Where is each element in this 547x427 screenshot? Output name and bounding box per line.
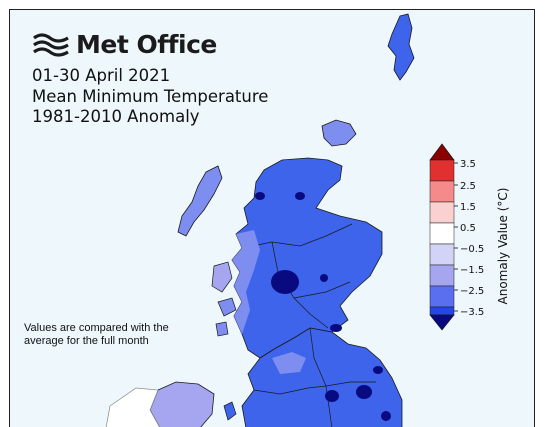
cold-spot-moray — [295, 192, 305, 200]
map-frame: Met Office 01-30 April 2021 Mean Minimum… — [9, 9, 535, 427]
colorbar-bin-minus-1 — [429, 243, 455, 266]
uk-anomaly-map — [105, 13, 415, 427]
anomaly-colorbar: 3.5 2.5 1.5 0.5 −0.5 −1.5 −2.5 −3.5 Anom… — [429, 143, 510, 331]
colorbar-tick-label: −0.5 — [460, 244, 484, 255]
colorbar-tick-label: 2.5 — [460, 181, 476, 192]
cold-spot-cairngorms — [271, 270, 299, 294]
scotland-region-boundary — [241, 223, 353, 249]
cold-spot-highland-north — [255, 192, 265, 200]
cold-spot-yorkshire — [356, 385, 372, 399]
island-of-islay — [215, 321, 229, 337]
cold-spot-north-york-moors — [381, 411, 391, 421]
island-of-mull — [217, 297, 237, 317]
cold-spot-aberdeenshire — [320, 274, 328, 282]
colorbar-min-extension — [429, 314, 455, 331]
colorbar-tick-label: −1.5 — [460, 265, 484, 276]
scotland-region-boundary-3 — [293, 281, 351, 299]
shetland-islands — [387, 13, 415, 81]
colorbar-bin-2 — [429, 180, 455, 203]
isle-of-man — [223, 401, 237, 421]
orkney-islands — [321, 119, 357, 147]
colorbar-bin-3 — [429, 159, 455, 182]
lake-district-anomaly — [272, 352, 306, 374]
colorbar-bin-0 — [429, 222, 455, 245]
colorbar-bin-minus-2 — [429, 264, 455, 287]
cold-spot-northumberland — [373, 366, 383, 374]
colorbar-max-extension — [429, 143, 455, 161]
inner-hebrides — [211, 261, 233, 293]
colorbar-bin-minus-4 — [429, 306, 455, 316]
title-baseline: 1981-2010 Anomaly — [32, 107, 200, 126]
colorbar-tick-label: 0.5 — [460, 223, 476, 234]
map-title-block: 01-30 April 2021 Mean Minimum Temperatur… — [32, 66, 268, 128]
title-variable: Mean Minimum Temperature — [32, 86, 269, 106]
met-office-logo: Met Office — [32, 30, 217, 59]
cold-spot-borders — [330, 324, 342, 332]
colorbar-bin-minus-3 — [429, 285, 455, 308]
cold-spot-north-pennines — [325, 390, 339, 402]
outer-hebrides — [177, 165, 223, 237]
logo-wordmark: Met Office — [76, 30, 217, 59]
colorbar-tick-label: −3.5 — [460, 307, 484, 318]
colorbar-bin-1 — [429, 201, 455, 224]
ireland-no-data — [105, 387, 160, 427]
england-region-boundary-2 — [253, 381, 376, 395]
comparison-note: Values are compared with the average for… — [24, 322, 169, 347]
colorbar-tick-label: 3.5 — [460, 159, 476, 170]
scotland-west-coast-anomaly — [232, 230, 260, 334]
met-office-wave-logo-icon — [33, 32, 69, 57]
colorbar-tick-label: 1.5 — [460, 202, 476, 213]
colorbar-axis-label: Anomaly Value (°C) — [496, 188, 510, 305]
colorbar-ticks: 3.5 2.5 1.5 0.5 −0.5 −1.5 −2.5 −3.5 — [454, 159, 484, 318]
colorbar-tick-label: −2.5 — [460, 286, 484, 297]
title-date-range: 01-30 April 2021 — [32, 66, 171, 85]
